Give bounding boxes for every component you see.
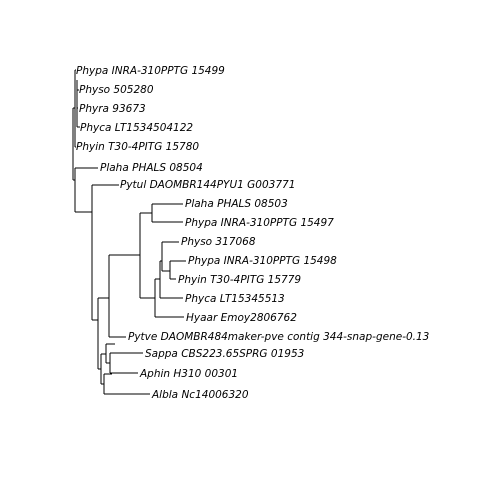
tip-label: Phyin T30-4PITG 15780	[76, 141, 199, 153]
tip-label: Physo 317068	[181, 236, 256, 248]
tip-label: Hyaar Emoy2806762	[186, 312, 297, 324]
tip-label: Phyca LT15345513	[185, 293, 285, 305]
tip-label: Phyra 93673	[79, 103, 146, 115]
tip-label: Phypa INRA-310PPTG 15498	[188, 255, 337, 267]
tip-label: Sappa CBS223.65SPRG 01953	[145, 348, 304, 360]
tip-label: Plaha PHALS 08504	[100, 162, 203, 174]
tip-label: Physo 505280	[79, 84, 154, 96]
tip-label: Pytve DAOMBR484maker-pve contig 344-snap…	[128, 331, 429, 343]
tip-label: Phyin T30-4PITG 15779	[178, 274, 301, 286]
tip-label: Phypa INRA-310PPTG 15497	[185, 217, 334, 229]
tip-label: Phyca LT1534504122	[80, 122, 193, 134]
tip-label: Albla Nc14006320	[151, 389, 249, 401]
tip-label: Phypa INRA-310PPTG 15499	[76, 65, 225, 77]
tip-label: Plaha PHALS 08503	[185, 198, 288, 210]
tip-label: Aphin H310 00301	[139, 368, 238, 380]
tip-label: Pytul DAOMBR144PYU1 G003771	[120, 179, 295, 191]
tip-labels: Phypa INRA-310PPTG 15499 Physo 505280 Ph…	[76, 65, 429, 401]
tree-branches	[72, 69, 186, 395]
